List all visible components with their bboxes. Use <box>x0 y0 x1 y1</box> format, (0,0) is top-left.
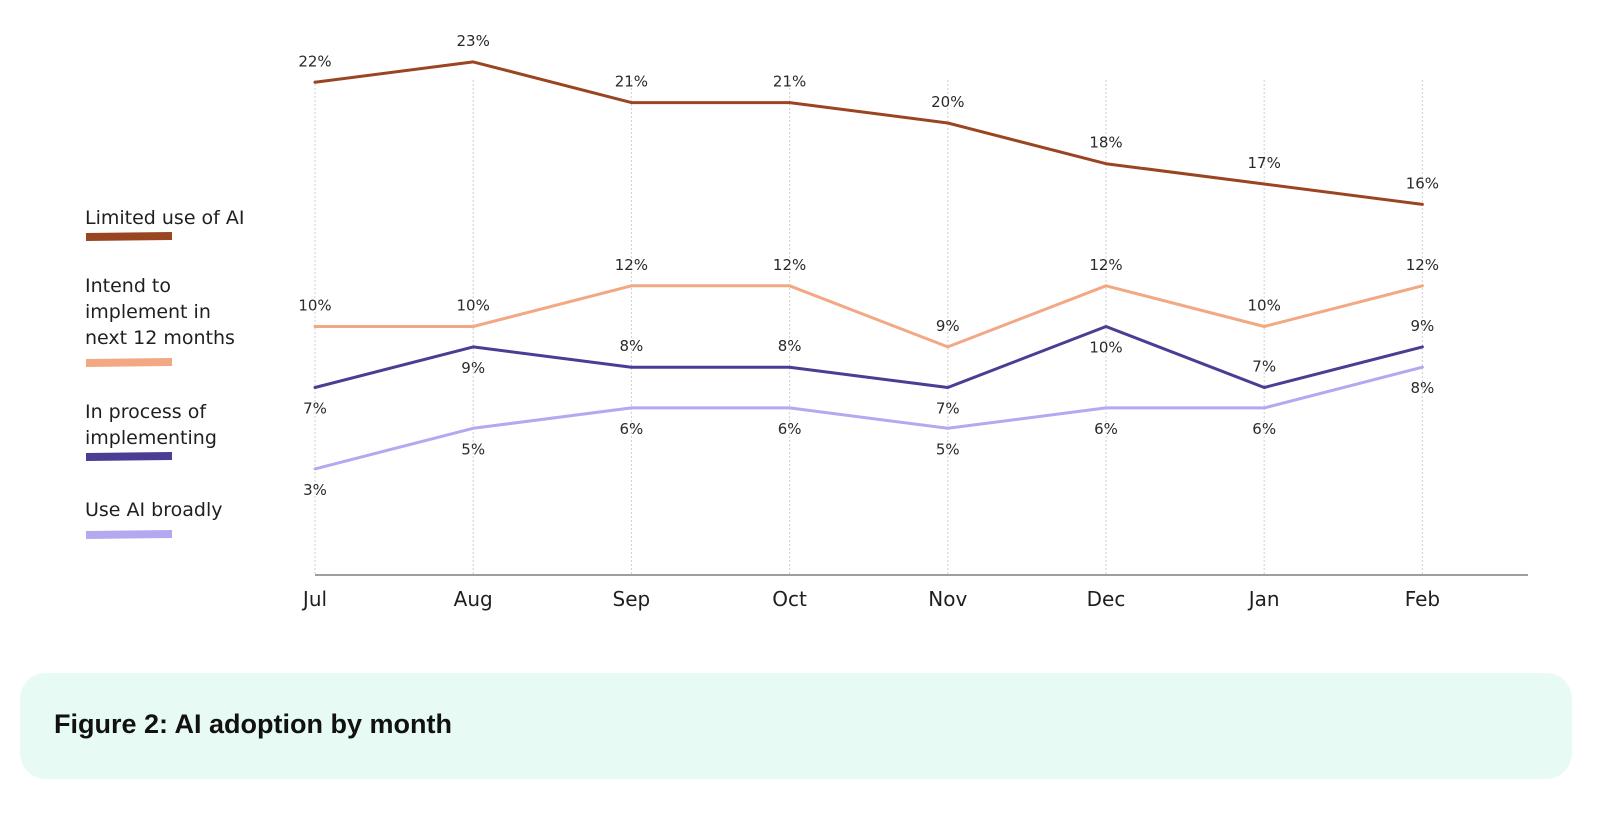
legend-swatch-4 <box>85 530 173 539</box>
legend-label-3-line-1: In process of <box>85 401 207 423</box>
data-label-s1-feb: 16% <box>1406 174 1439 192</box>
data-label-s3-dec: 10% <box>1089 339 1122 357</box>
data-label-s4-nov: 5% <box>936 440 960 458</box>
data-label-s1-aug: 23% <box>457 32 490 50</box>
data-label-s3-feb: 9% <box>1411 317 1435 335</box>
data-label-s2-jan: 10% <box>1248 297 1281 315</box>
data-label-s2-aug: 10% <box>457 297 490 315</box>
legend-label-2-line-3: next 12 months <box>85 327 235 349</box>
data-label-s2-jul: 10% <box>298 297 331 315</box>
x-tick-label-sep: Sep <box>613 587 651 611</box>
data-label-s3-nov: 7% <box>936 400 960 418</box>
series-line-4 <box>313 365 1424 471</box>
data-label-s4-jul: 3% <box>303 481 327 499</box>
data-label-s1-jan: 17% <box>1248 154 1281 172</box>
data-label-s1-dec: 18% <box>1089 134 1122 152</box>
figure-caption-box: Figure 2: AI adoption by month <box>20 673 1572 779</box>
legend-swatch-3 <box>85 452 173 461</box>
data-label-s4-sep: 6% <box>620 420 644 438</box>
series-line-3 <box>313 325 1424 389</box>
data-label-s4-oct: 6% <box>778 420 802 438</box>
x-tick-label-nov: Nov <box>928 587 967 611</box>
x-tick-label-aug: Aug <box>454 587 493 611</box>
x-tick-label-oct: Oct <box>772 587 807 611</box>
data-label-s1-oct: 21% <box>773 73 806 91</box>
data-label-s2-dec: 12% <box>1089 256 1122 274</box>
data-label-s2-oct: 12% <box>773 256 806 274</box>
legend-label-4: Use AI broadly <box>85 499 222 521</box>
data-label-s3-oct: 8% <box>778 337 802 355</box>
data-label-s4-aug: 5% <box>461 440 485 458</box>
data-label-s4-dec: 6% <box>1094 420 1118 438</box>
data-label-s2-sep: 12% <box>615 256 648 274</box>
x-tick-label-jul: Jul <box>301 587 327 611</box>
legend-label-2-line-2: implement in <box>85 301 211 323</box>
series-line-1 <box>313 60 1424 206</box>
data-label-s1-nov: 20% <box>931 93 964 111</box>
x-tick-label-jan: Jan <box>1247 587 1280 611</box>
data-label-s4-feb: 8% <box>1411 379 1435 397</box>
data-label-s3-jan: 7% <box>1252 358 1276 376</box>
legend-swatch-1 <box>85 232 173 241</box>
x-tick-label-feb: Feb <box>1405 587 1440 611</box>
figure-caption: Figure 2: AI adoption by month <box>54 709 452 739</box>
data-label-s2-feb: 12% <box>1406 256 1439 274</box>
data-label-s3-sep: 8% <box>620 337 644 355</box>
data-label-s1-sep: 21% <box>615 73 648 91</box>
series-line-2 <box>313 284 1424 349</box>
data-label-s4-jan: 6% <box>1252 420 1276 438</box>
legend-label-2-line-1: Intend to <box>85 275 171 297</box>
x-tick-label-dec: Dec <box>1087 587 1126 611</box>
data-label-s3-jul: 7% <box>303 400 327 418</box>
data-label-s1-jul: 22% <box>298 52 331 70</box>
legend-label-3-line-2: implementing <box>85 427 217 449</box>
legend-swatch-2 <box>85 358 173 367</box>
data-label-s2-nov: 9% <box>936 317 960 335</box>
legend-label-1: Limited use of AI <box>85 207 245 229</box>
data-label-s3-aug: 9% <box>461 359 485 377</box>
